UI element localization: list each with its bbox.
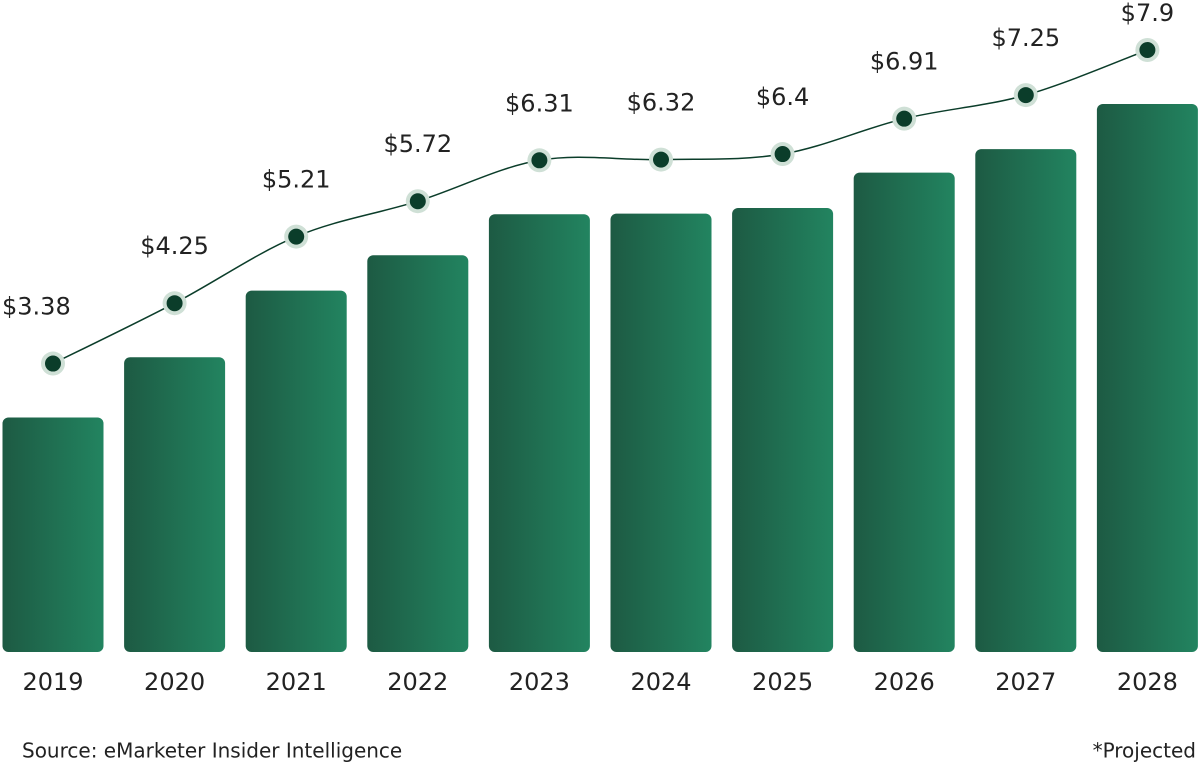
x-tick-label: 2027	[995, 668, 1056, 696]
point	[531, 152, 548, 169]
value-label: $3.38	[2, 293, 71, 321]
value-label: $7.25	[991, 24, 1060, 52]
point	[1139, 42, 1156, 58]
point	[774, 146, 791, 163]
value-label: $5.21	[262, 166, 331, 194]
value-label: $6.32	[627, 89, 696, 117]
trend-line	[52, 49, 1148, 365]
x-tick-label: 2019	[22, 668, 83, 696]
point	[288, 228, 305, 245]
bar	[488, 214, 590, 652]
point	[166, 295, 183, 312]
line-layer: $3.38 $4.25 $5.21 $5.72 $6.31 $6.32 $6.4 $6.91 $…	[2, 0, 1174, 376]
x-tick-label: 2023	[509, 668, 570, 696]
value-label: $6.4	[756, 83, 809, 111]
projected-note: *Projected	[1093, 739, 1196, 763]
point	[1017, 87, 1034, 104]
point	[653, 151, 669, 168]
bars: 2019 2020 2021 2022 2023 2024 2025 2026 2027 2028	[2, 104, 1198, 696]
x-tick-label: 2022	[387, 668, 448, 696]
x-tick-label: 2021	[266, 668, 327, 696]
x-tick-label: 2028	[1117, 668, 1178, 696]
bar	[124, 357, 226, 652]
bar	[732, 208, 834, 652]
value-label: $6.91	[870, 48, 939, 76]
bar	[2, 417, 104, 652]
x-tick-label: 2024	[630, 668, 691, 696]
bar	[975, 149, 1077, 652]
bar	[610, 213, 712, 652]
bar	[367, 255, 469, 652]
x-tick-label: 2026	[874, 668, 935, 696]
value-label: $6.31	[505, 89, 574, 117]
point	[409, 193, 426, 210]
x-tick-label: 2020	[144, 668, 205, 696]
bar	[245, 290, 347, 652]
bar	[1096, 104, 1198, 652]
value-label: $4.25	[140, 232, 209, 260]
source-note: Source: eMarketer Insider Intelligence	[22, 739, 402, 763]
point	[45, 355, 61, 372]
x-tick-label: 2025	[752, 668, 813, 696]
value-label: $7.9	[1121, 0, 1174, 27]
point	[896, 110, 913, 127]
bar	[853, 172, 955, 653]
value-label: $5.72	[383, 130, 452, 158]
